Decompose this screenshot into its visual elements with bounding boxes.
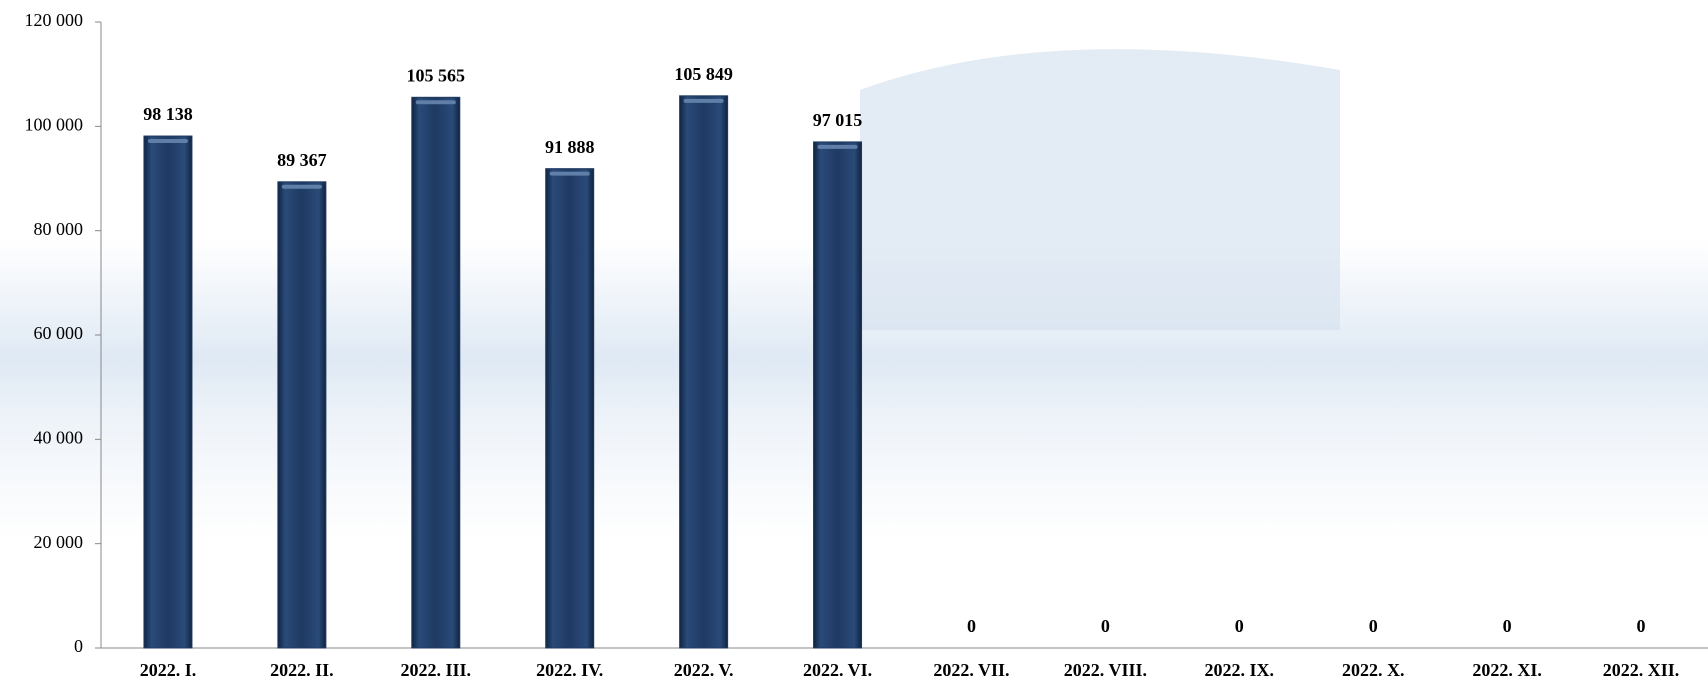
x-tick-label: 2022. II. [270,660,334,680]
value-label: 105 565 [407,65,466,85]
bar [411,96,461,649]
y-tick-label: 0 [74,636,83,656]
value-label: 0 [1503,616,1512,636]
y-tick-label: 120 000 [25,10,84,30]
y-tick-label: 60 000 [34,323,84,343]
value-label: 97 015 [813,110,863,130]
value-label: 98 138 [143,104,193,124]
x-tick-label: 2022. V. [674,660,734,680]
bar [545,168,595,649]
y-tick-label: 80 000 [34,219,84,239]
x-tick-label: 2022. IV. [536,660,603,680]
value-label: 0 [1369,616,1378,636]
x-tick-label: 2022. XII. [1603,660,1680,680]
value-label: 105 849 [674,64,733,84]
building [860,49,1340,331]
x-tick-label: 2022. XI. [1472,660,1542,680]
value-label: 91 888 [545,137,595,157]
value-label: 0 [1235,616,1244,636]
bar [277,181,327,649]
y-tick-label: 40 000 [34,427,84,447]
bar-highlight [817,144,858,149]
x-tick-label: 2022. VI. [803,660,872,680]
value-label: 0 [967,616,976,636]
x-tick-label: 2022. I. [140,660,197,680]
bar-highlight [281,184,322,189]
x-tick-label: 2022. III. [401,660,472,680]
bar [813,141,863,649]
bar [143,135,193,649]
x-tick-label: 2022. VII. [933,660,1009,680]
x-tick-label: 2022. X. [1342,660,1405,680]
y-tick-label: 100 000 [25,114,84,134]
y-tick-label: 20 000 [34,532,84,552]
bar [679,95,729,649]
x-tick-label: 2022. VIII. [1064,660,1147,680]
x-tick-label: 2022. IX. [1205,660,1275,680]
value-label: 0 [1101,616,1110,636]
bar-highlight [549,171,590,176]
value-label: 89 367 [277,150,327,170]
bar-highlight [683,98,724,103]
bar-highlight [415,100,456,105]
value-label: 0 [1637,616,1646,636]
bar-highlight [147,139,188,144]
